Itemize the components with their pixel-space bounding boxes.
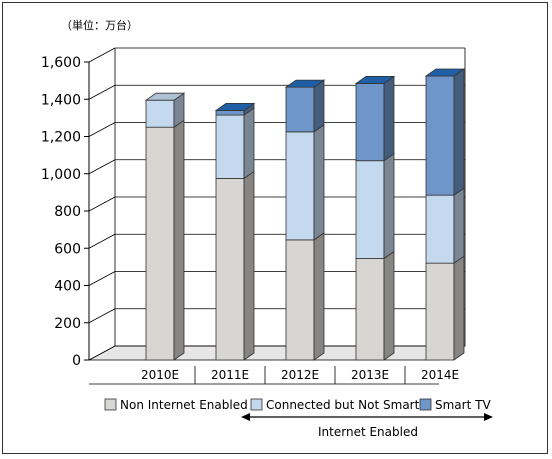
bar-segment-connected-but-not-smart — [425, 187, 465, 264]
gridline-side — [88, 196, 116, 212]
gridline-side — [88, 122, 116, 137]
x-tick-label: 2011E — [211, 368, 249, 382]
bar-side — [453, 255, 465, 361]
legend-item: Non Internet Enabled — [104, 398, 248, 412]
bar-segment-non-internet-enabled — [355, 250, 395, 361]
chart-floor — [88, 345, 466, 361]
legend-label: Non Internet Enabled — [120, 398, 248, 412]
bar-front — [215, 110, 245, 116]
bar-front — [285, 239, 315, 361]
legend-label: Smart TV — [435, 398, 491, 412]
bar-side — [383, 250, 395, 361]
legend-item: Connected but Not Smart — [250, 398, 420, 412]
x-axis: 2010E 2011E 2012E 2013E 2014E — [89, 366, 459, 385]
stacked-bar-chart: （単位：万台） 0 200 400 600 800 1,000 1,200 1,400 1,60… — [41, 18, 493, 439]
y-tick-label: 800 — [54, 204, 81, 220]
chart-frame: （単位：万台） 0 200 400 600 800 1,000 1,200 1,400 1,60… — [2, 2, 548, 454]
y-tick-label: 1,200 — [41, 130, 81, 146]
bar-front — [425, 75, 455, 196]
legend-label: Connected but Not Smart — [266, 398, 420, 412]
bar-side — [313, 79, 325, 133]
bar-side — [313, 232, 325, 361]
legend: Non Internet Enabled Connected but Not Sm… — [104, 398, 491, 412]
bar-segment-connected-but-not-smart — [355, 152, 395, 260]
y-tick-label: 400 — [54, 279, 81, 295]
bar-segment-connected-but-not-smart — [215, 107, 255, 180]
x-tick-label: 2010E — [141, 368, 179, 382]
y-tick-label: 1,600 — [41, 55, 81, 71]
bar-segment-non-internet-enabled — [145, 119, 185, 361]
bar-segment-smart-tv — [285, 79, 325, 133]
gridline-side — [88, 345, 116, 361]
bars — [144, 68, 466, 361]
bar-side — [383, 75, 395, 162]
bar-segment-non-internet-enabled — [215, 170, 255, 361]
bar-top — [354, 76, 396, 84]
bar-side — [453, 187, 465, 264]
bar-segment-connected-but-not-smart — [285, 124, 325, 241]
bar-side — [243, 107, 255, 180]
x-tick-label: 2014E — [421, 368, 459, 382]
y-axis: 0 200 400 600 800 1,000 1,200 1,400 1,600 — [41, 55, 90, 369]
legend-item: Smart TV — [419, 398, 491, 412]
bar-top — [214, 103, 256, 111]
bar-top — [144, 92, 186, 101]
y-tick-label: 1,000 — [41, 167, 81, 183]
y-tick-label: 600 — [54, 241, 81, 257]
bar-front — [145, 99, 175, 128]
annotation-label: Internet Enabled — [318, 425, 418, 439]
bar-side — [313, 124, 325, 241]
internet-enabled-annotation: Internet Enabled — [241, 413, 493, 439]
bar-front — [215, 178, 245, 361]
bar-front — [145, 126, 175, 361]
bar-front — [355, 83, 385, 162]
bar-side — [243, 170, 255, 361]
unit-label: （単位：万台） — [61, 18, 138, 32]
legend-swatch — [419, 398, 432, 411]
gridline-side — [88, 308, 116, 324]
y-tick-label: 1,400 — [41, 92, 81, 108]
gridline-side — [88, 233, 116, 249]
gridline-side — [88, 271, 116, 286]
bar-segment-non-internet-enabled — [425, 255, 465, 361]
bar-front — [285, 131, 315, 241]
bar-front — [285, 86, 315, 133]
bar-segment-smart-tv — [425, 68, 465, 196]
annotation-arrow-right-head — [484, 413, 493, 421]
bar-segment-smart-tv — [215, 102, 255, 116]
bar-front — [355, 258, 385, 361]
x-tick-label: 2012E — [281, 368, 319, 382]
grid-lines — [88, 47, 466, 361]
bar-front — [425, 194, 455, 264]
x-tick-label: 2013E — [351, 368, 389, 382]
bar-front — [425, 262, 455, 361]
gridline-side — [88, 84, 116, 100]
bar-segment-smart-tv — [355, 75, 395, 162]
bar-front — [215, 114, 245, 179]
y-tick-label: 200 — [54, 316, 81, 332]
bar-front — [355, 160, 385, 259]
legend-swatch — [104, 398, 117, 411]
bar-top — [284, 79, 326, 88]
bar-top — [424, 68, 466, 77]
bar-side — [453, 68, 465, 196]
legend-swatch — [250, 398, 263, 411]
bar-side — [383, 152, 395, 260]
gridline-side — [88, 47, 116, 63]
bar-side — [173, 119, 185, 361]
y-tick-label: 0 — [72, 353, 81, 369]
bar-segment-non-internet-enabled — [285, 232, 325, 361]
annotation-arrow-left-head — [241, 413, 250, 421]
gridline-side — [88, 159, 116, 175]
